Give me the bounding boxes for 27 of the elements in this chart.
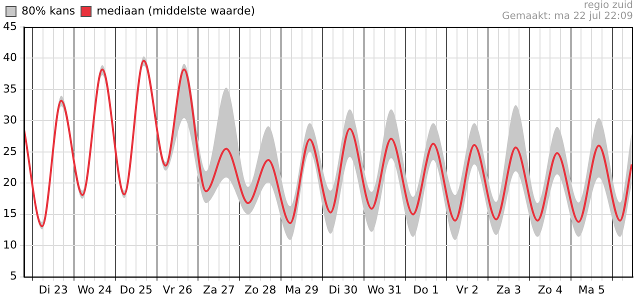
- legend-label: 80% kans: [22, 4, 76, 18]
- x-tick-label: Vr 26: [162, 283, 192, 296]
- y-tick-label: 30: [2, 114, 17, 127]
- y-tick-label: 5: [10, 270, 17, 283]
- x-tick-label: Wo 31: [367, 283, 402, 296]
- x-tick-label: Di 30: [328, 283, 358, 296]
- y-tick-label: 15: [2, 207, 17, 220]
- x-tick-label: Ma 5: [578, 283, 605, 296]
- x-tick-label: Zo 28: [244, 283, 276, 296]
- x-tick-label: Vr 2: [456, 283, 479, 296]
- x-tick-label: Di 23: [38, 283, 68, 296]
- y-tick-label: 10: [2, 238, 17, 252]
- text: regio zuid: [582, 0, 633, 11]
- x-tick-label: Wo 24: [77, 283, 112, 296]
- x-tick-label: Zo 4: [538, 283, 563, 296]
- y-tick-label: 45: [2, 20, 17, 33]
- x-tick-label: Za 3: [496, 283, 522, 296]
- text: Gemaakt: ma 22 jul 22:09: [502, 11, 633, 22]
- legend-label: mediaan (middelste waarde): [96, 4, 256, 18]
- y-tick-label: 40: [2, 51, 17, 64]
- x-tick-label: Do 25: [120, 283, 152, 296]
- x-tick-label: Ma 29: [284, 283, 319, 296]
- x-tick-label: Do 1: [413, 283, 439, 296]
- y-tick-label: 25: [2, 144, 17, 158]
- y-tick-label: 35: [2, 82, 17, 96]
- x-tick-label: Za 27: [203, 283, 235, 296]
- y-tick-label: 20: [2, 176, 17, 189]
